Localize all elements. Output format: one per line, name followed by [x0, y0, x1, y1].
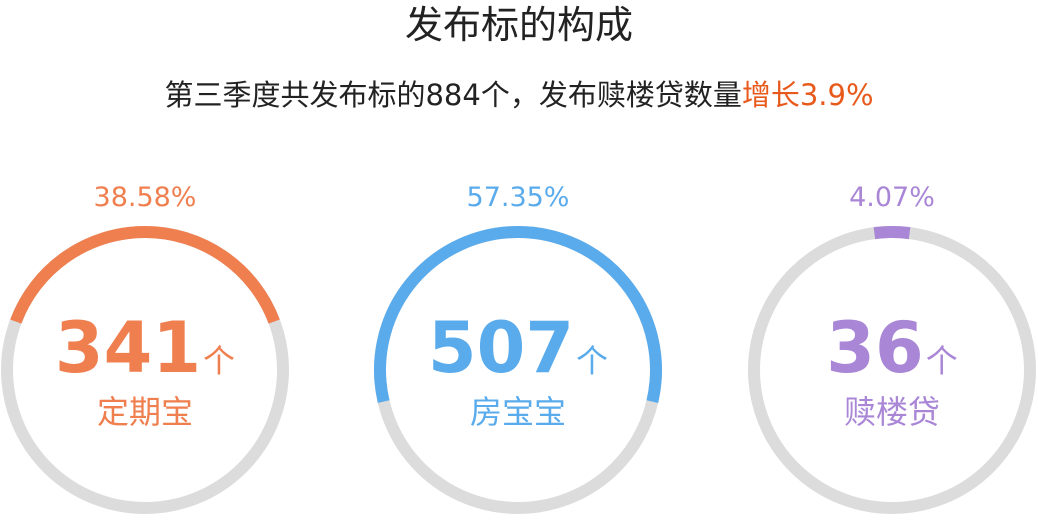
gauge-dingqibao: 38.58% 341个 定期宝: [0, 180, 295, 515]
gauge-count-unit: 个: [203, 342, 236, 380]
gauge-count: 341个: [0, 308, 295, 388]
gauge-name: 赎楼贷: [843, 393, 940, 431]
gauge-arc: [873, 226, 911, 240]
gauge-count-unit: 个: [576, 342, 609, 380]
gauge-fangbaobao: 57.35% 507个 房宝宝: [368, 180, 668, 515]
gauge-shuloudai: 4.07% 36个 赎楼贷: [742, 180, 1038, 515]
gauge-count-value: 341: [54, 307, 202, 389]
gauge-percent-label: 38.58%: [93, 182, 197, 213]
gauge-name: 定期宝: [96, 393, 193, 431]
gauge-count-value: 36: [826, 307, 924, 389]
gauge-count-unit: 个: [925, 342, 958, 380]
gauge-count: 36个: [742, 308, 1038, 388]
gauge-arc: [374, 226, 662, 403]
page-subtitle: 第三季度共发布标的884个，发布赎楼贷数量增长3.9%: [0, 76, 1038, 114]
gauge-ring: [748, 226, 1036, 514]
gauge-percent-label: 4.07%: [849, 182, 935, 213]
gauge-percent-label: 57.35%: [466, 182, 570, 213]
gauge-ring: [1, 226, 289, 514]
gauge-count-value: 507: [427, 307, 575, 389]
gauge-count: 507个: [368, 308, 668, 388]
gauge-name: 房宝宝: [469, 393, 566, 431]
subtitle-highlight: 增长3.9%: [741, 78, 874, 112]
gauge-ring: [374, 226, 662, 514]
subtitle-text: 第三季度共发布标的884个，发布赎楼贷数量: [164, 78, 742, 112]
gauge-arc: [10, 226, 280, 324]
page-title: 发布标的构成: [404, 3, 633, 47]
